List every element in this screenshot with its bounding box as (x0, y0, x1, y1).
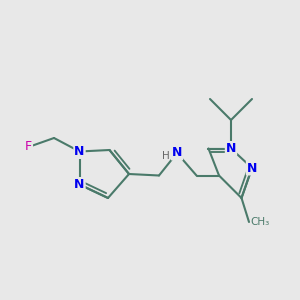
Text: N: N (74, 178, 85, 191)
Text: CH₃: CH₃ (250, 217, 270, 227)
Text: N: N (172, 146, 182, 160)
Text: N: N (74, 145, 85, 158)
Text: N: N (247, 161, 257, 175)
Text: N: N (226, 142, 236, 155)
Text: H: H (162, 151, 170, 161)
Text: F: F (25, 140, 32, 154)
